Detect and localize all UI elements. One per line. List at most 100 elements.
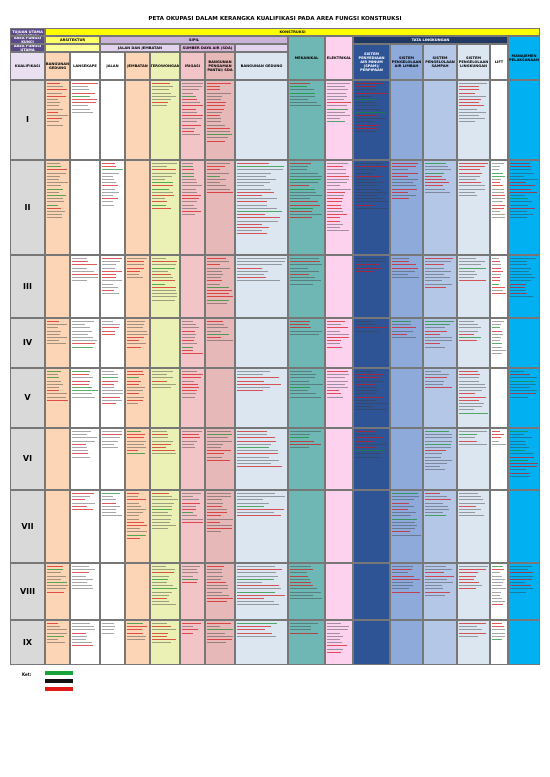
text-placeholder: [127, 528, 140, 529]
text-placeholder: [207, 121, 222, 123]
text-placeholder: [127, 261, 145, 262]
text-placeholder: [207, 531, 221, 533]
table-cell: [390, 255, 423, 318]
text-placeholder: [290, 383, 323, 385]
table-cell: [325, 428, 353, 490]
text-placeholder: [290, 277, 316, 278]
table-cell: [235, 490, 288, 563]
text-placeholder: [47, 340, 59, 341]
text-placeholder: [392, 324, 411, 325]
table-cell: [100, 80, 125, 160]
table-cell: [423, 80, 457, 160]
text-placeholder: [237, 629, 266, 631]
text-placeholder: [492, 431, 500, 432]
text-placeholder: [182, 179, 196, 180]
text-placeholder: [327, 645, 348, 647]
text-placeholder: [182, 198, 199, 199]
text-placeholder: [290, 393, 316, 395]
text-placeholder: [355, 182, 384, 183]
text-placeholder: [510, 280, 532, 282]
text-placeholder: [425, 179, 446, 180]
text-placeholder: [459, 380, 479, 382]
text-placeholder: [207, 296, 233, 298]
text-placeholder: [327, 92, 346, 94]
text-placeholder: [425, 182, 449, 183]
table-cell: [457, 318, 490, 368]
table-cell: [325, 563, 353, 620]
text-placeholder: [152, 629, 176, 631]
text-placeholder: [492, 437, 501, 439]
text-placeholder: [182, 118, 202, 119]
table-cell: [423, 255, 457, 318]
text-placeholder: [459, 499, 484, 501]
text-placeholder: [392, 582, 414, 583]
text-placeholder: [290, 179, 322, 180]
text-placeholder: [327, 639, 340, 640]
text-placeholder: [459, 324, 478, 325]
text-placeholder: [152, 601, 169, 602]
table-cell: [490, 490, 508, 563]
text-placeholder: [510, 588, 534, 590]
text-placeholder: [459, 86, 480, 87]
text-placeholder: [290, 396, 321, 398]
column-header: SISTEM PENGELOLAAN SAMPAH: [423, 44, 457, 80]
header-cell: AREA FUNGSI KUNCI: [10, 36, 45, 44]
text-placeholder: [492, 582, 503, 583]
text-placeholder: [355, 185, 378, 187]
text-placeholder: [459, 393, 475, 395]
text-placeholder: [102, 502, 116, 504]
text-placeholder: [392, 502, 410, 504]
text-placeholder: [510, 582, 525, 583]
text-placeholder: [47, 399, 68, 401]
text-placeholder: [152, 267, 176, 269]
text-placeholder: [237, 182, 270, 183]
text-placeholder: [47, 95, 66, 97]
text-placeholder: [152, 188, 169, 190]
text-placeholder: [152, 198, 166, 199]
text-placeholder: [355, 371, 374, 372]
text-placeholder: [425, 499, 451, 501]
text-placeholder: [47, 211, 66, 212]
text-placeholder: [392, 264, 417, 266]
text-placeholder: [355, 399, 378, 401]
text-placeholder: [182, 207, 197, 209]
text-placeholder: [492, 207, 504, 209]
text-placeholder: [459, 383, 485, 385]
text-placeholder: [425, 321, 455, 322]
text-placeholder: [47, 121, 60, 123]
text-placeholder: [290, 204, 320, 206]
text-placeholder: [182, 349, 193, 351]
text-placeholder: [355, 406, 373, 407]
text-placeholder: [207, 105, 225, 107]
column-header: ELEKTRIKAL: [325, 36, 353, 80]
text-placeholder: [327, 182, 348, 183]
text-placeholder: [237, 578, 274, 580]
level-cell: VII: [10, 490, 45, 563]
text-placeholder: [492, 337, 501, 338]
text-placeholder: [355, 437, 384, 439]
text-placeholder: [290, 569, 313, 570]
text-placeholder: [290, 330, 323, 332]
text-placeholder: [207, 290, 232, 291]
text-placeholder: [47, 217, 63, 219]
text-placeholder: [425, 505, 448, 507]
text-placeholder: [510, 456, 535, 458]
text-placeholder: [510, 387, 531, 388]
table-cell: [353, 428, 390, 490]
text-placeholder: [355, 396, 385, 398]
text-placeholder: [237, 383, 281, 385]
text-placeholder: [152, 258, 166, 259]
text-placeholder: [152, 505, 173, 507]
text-placeholder: [510, 469, 526, 471]
table-cell: [100, 620, 125, 665]
text-placeholder: [152, 582, 167, 583]
text-placeholder: [492, 353, 502, 354]
text-placeholder: [290, 578, 311, 580]
text-placeholder: [327, 343, 340, 345]
text-placeholder: [182, 337, 195, 338]
text-placeholder: [290, 280, 322, 282]
text-placeholder: [152, 89, 170, 91]
text-placeholder: [237, 207, 278, 209]
table-cell: [150, 428, 180, 490]
text-placeholder: [425, 330, 447, 332]
